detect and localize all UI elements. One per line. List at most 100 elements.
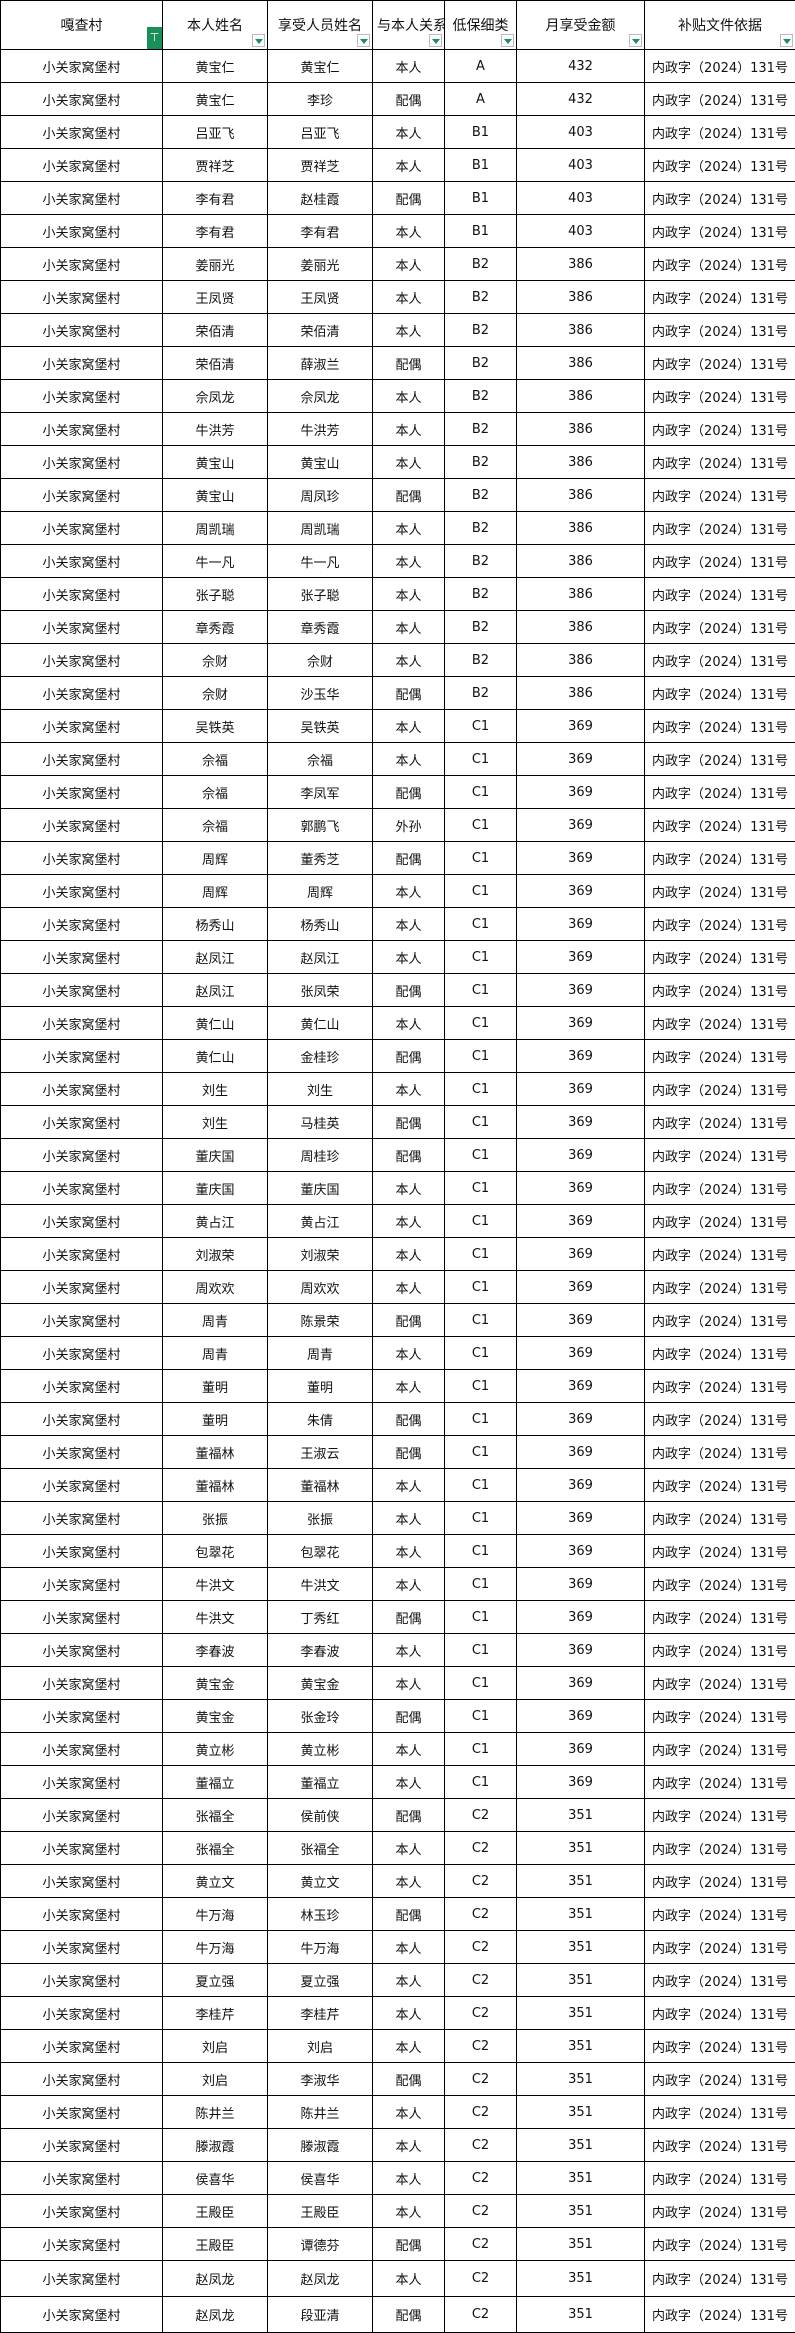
cell-beneficiary-name[interactable]: 张凤荣 xyxy=(268,974,373,1007)
cell-subsidy-class[interactable]: C1 xyxy=(445,1502,517,1535)
cell-village[interactable]: 小关家窝堡村 xyxy=(1,2129,163,2162)
cell-relationship[interactable]: 本人 xyxy=(373,413,445,446)
cell-beneficiary-name[interactable]: 王殿臣 xyxy=(268,2195,373,2228)
cell-beneficiary-name[interactable]: 滕淑霞 xyxy=(268,2129,373,2162)
cell-monthly-amount[interactable]: 386 xyxy=(517,677,645,710)
cell-relationship[interactable]: 配偶 xyxy=(373,2297,445,2333)
cell-relationship[interactable]: 本人 xyxy=(373,2129,445,2162)
cell-monthly-amount[interactable]: 351 xyxy=(517,2297,645,2333)
cell-relationship[interactable]: 本人 xyxy=(373,1865,445,1898)
cell-relationship[interactable]: 本人 xyxy=(373,1073,445,1106)
cell-relationship[interactable]: 本人 xyxy=(373,380,445,413)
cell-monthly-amount[interactable]: 369 xyxy=(517,1502,645,1535)
cell-relationship[interactable]: 本人 xyxy=(373,512,445,545)
cell-monthly-amount[interactable]: 386 xyxy=(517,281,645,314)
cell-relationship[interactable]: 本人 xyxy=(373,611,445,644)
cell-beneficiary-name[interactable]: 佘福 xyxy=(268,743,373,776)
cell-subsidy-class[interactable]: C1 xyxy=(445,875,517,908)
cell-subsidy-class[interactable]: C1 xyxy=(445,1667,517,1700)
cell-applicant-name[interactable]: 佘凤龙 xyxy=(163,380,268,413)
cell-policy-basis[interactable]: 内政字（2024）131号 xyxy=(645,281,795,314)
cell-policy-basis[interactable]: 内政字（2024）131号 xyxy=(645,1535,795,1568)
cell-subsidy-class[interactable]: C1 xyxy=(445,1403,517,1436)
cell-relationship[interactable]: 配偶 xyxy=(373,2228,445,2261)
cell-relationship[interactable]: 配偶 xyxy=(373,776,445,809)
cell-policy-basis[interactable]: 内政字（2024）131号 xyxy=(645,1304,795,1337)
cell-beneficiary-name[interactable]: 王凤贤 xyxy=(268,281,373,314)
cell-monthly-amount[interactable]: 369 xyxy=(517,1238,645,1271)
cell-applicant-name[interactable]: 董庆国 xyxy=(163,1172,268,1205)
cell-policy-basis[interactable]: 内政字（2024）131号 xyxy=(645,1865,795,1898)
cell-beneficiary-name[interactable]: 赵桂霞 xyxy=(268,182,373,215)
cell-applicant-name[interactable]: 姜丽光 xyxy=(163,248,268,281)
cell-relationship[interactable]: 本人 xyxy=(373,743,445,776)
cell-applicant-name[interactable]: 佘福 xyxy=(163,809,268,842)
cell-beneficiary-name[interactable]: 张子聪 xyxy=(268,578,373,611)
cell-relationship[interactable]: 本人 xyxy=(373,50,445,83)
cell-subsidy-class[interactable]: C1 xyxy=(445,1238,517,1271)
cell-applicant-name[interactable]: 佘财 xyxy=(163,644,268,677)
cell-village[interactable]: 小关家窝堡村 xyxy=(1,182,163,215)
cell-beneficiary-name[interactable]: 李凤军 xyxy=(268,776,373,809)
cell-village[interactable]: 小关家窝堡村 xyxy=(1,1469,163,1502)
cell-monthly-amount[interactable]: 351 xyxy=(517,2030,645,2063)
cell-subsidy-class[interactable]: C1 xyxy=(445,1007,517,1040)
cell-applicant-name[interactable]: 赵凤龙 xyxy=(163,2297,268,2333)
cell-monthly-amount[interactable]: 369 xyxy=(517,1304,645,1337)
cell-monthly-amount[interactable]: 369 xyxy=(517,1667,645,1700)
cell-relationship[interactable]: 配偶 xyxy=(373,1799,445,1832)
cell-applicant-name[interactable]: 张福全 xyxy=(163,1832,268,1865)
cell-monthly-amount[interactable]: 386 xyxy=(517,413,645,446)
cell-applicant-name[interactable]: 黄宝山 xyxy=(163,479,268,512)
cell-applicant-name[interactable]: 王殿臣 xyxy=(163,2195,268,2228)
cell-beneficiary-name[interactable]: 杨秀山 xyxy=(268,908,373,941)
cell-monthly-amount[interactable]: 369 xyxy=(517,1172,645,1205)
cell-applicant-name[interactable]: 滕淑霞 xyxy=(163,2129,268,2162)
cell-monthly-amount[interactable]: 386 xyxy=(517,446,645,479)
cell-village[interactable]: 小关家窝堡村 xyxy=(1,1964,163,1997)
cell-monthly-amount[interactable]: 386 xyxy=(517,545,645,578)
cell-village[interactable]: 小关家窝堡村 xyxy=(1,1667,163,1700)
cell-monthly-amount[interactable]: 432 xyxy=(517,50,645,83)
cell-applicant-name[interactable]: 牛洪文 xyxy=(163,1601,268,1634)
cell-applicant-name[interactable]: 牛洪芳 xyxy=(163,413,268,446)
cell-policy-basis[interactable]: 内政字（2024）131号 xyxy=(645,2096,795,2129)
cell-subsidy-class[interactable]: B1 xyxy=(445,215,517,248)
cell-policy-basis[interactable]: 内政字（2024）131号 xyxy=(645,446,795,479)
filter-dropdown-icon[interactable] xyxy=(780,34,793,47)
cell-policy-basis[interactable]: 内政字（2024）131号 xyxy=(645,215,795,248)
cell-policy-basis[interactable]: 内政字（2024）131号 xyxy=(645,1271,795,1304)
cell-subsidy-class[interactable]: C2 xyxy=(445,2063,517,2096)
cell-subsidy-class[interactable]: B1 xyxy=(445,182,517,215)
cell-beneficiary-name[interactable]: 吴铁英 xyxy=(268,710,373,743)
cell-subsidy-class[interactable]: A xyxy=(445,50,517,83)
cell-applicant-name[interactable]: 周欢欢 xyxy=(163,1271,268,1304)
cell-monthly-amount[interactable]: 369 xyxy=(517,1337,645,1370)
cell-relationship[interactable]: 配偶 xyxy=(373,1304,445,1337)
cell-beneficiary-name[interactable]: 陈井兰 xyxy=(268,2096,373,2129)
cell-applicant-name[interactable]: 周辉 xyxy=(163,842,268,875)
cell-village[interactable]: 小关家窝堡村 xyxy=(1,1073,163,1106)
cell-beneficiary-name[interactable]: 马桂英 xyxy=(268,1106,373,1139)
cell-applicant-name[interactable]: 佘福 xyxy=(163,743,268,776)
cell-applicant-name[interactable]: 赵凤江 xyxy=(163,974,268,1007)
cell-relationship[interactable]: 本人 xyxy=(373,1964,445,1997)
cell-beneficiary-name[interactable]: 牛洪芳 xyxy=(268,413,373,446)
cell-subsidy-class[interactable]: C1 xyxy=(445,974,517,1007)
cell-applicant-name[interactable]: 王殿臣 xyxy=(163,2228,268,2261)
cell-village[interactable]: 小关家窝堡村 xyxy=(1,2261,163,2297)
cell-relationship[interactable]: 本人 xyxy=(373,1337,445,1370)
cell-policy-basis[interactable]: 内政字（2024）131号 xyxy=(645,974,795,1007)
cell-monthly-amount[interactable]: 351 xyxy=(517,2129,645,2162)
cell-subsidy-class[interactable]: B2 xyxy=(445,512,517,545)
cell-applicant-name[interactable]: 黄立彬 xyxy=(163,1733,268,1766)
cell-subsidy-class[interactable]: C2 xyxy=(445,1964,517,1997)
cell-monthly-amount[interactable]: 369 xyxy=(517,1436,645,1469)
cell-policy-basis[interactable]: 内政字（2024）131号 xyxy=(645,710,795,743)
cell-applicant-name[interactable]: 佘福 xyxy=(163,776,268,809)
cell-beneficiary-name[interactable]: 刘启 xyxy=(268,2030,373,2063)
filter-dropdown-icon[interactable] xyxy=(357,34,370,47)
cell-village[interactable]: 小关家窝堡村 xyxy=(1,1271,163,1304)
cell-monthly-amount[interactable]: 369 xyxy=(517,809,645,842)
cell-policy-basis[interactable]: 内政字（2024）131号 xyxy=(645,1205,795,1238)
